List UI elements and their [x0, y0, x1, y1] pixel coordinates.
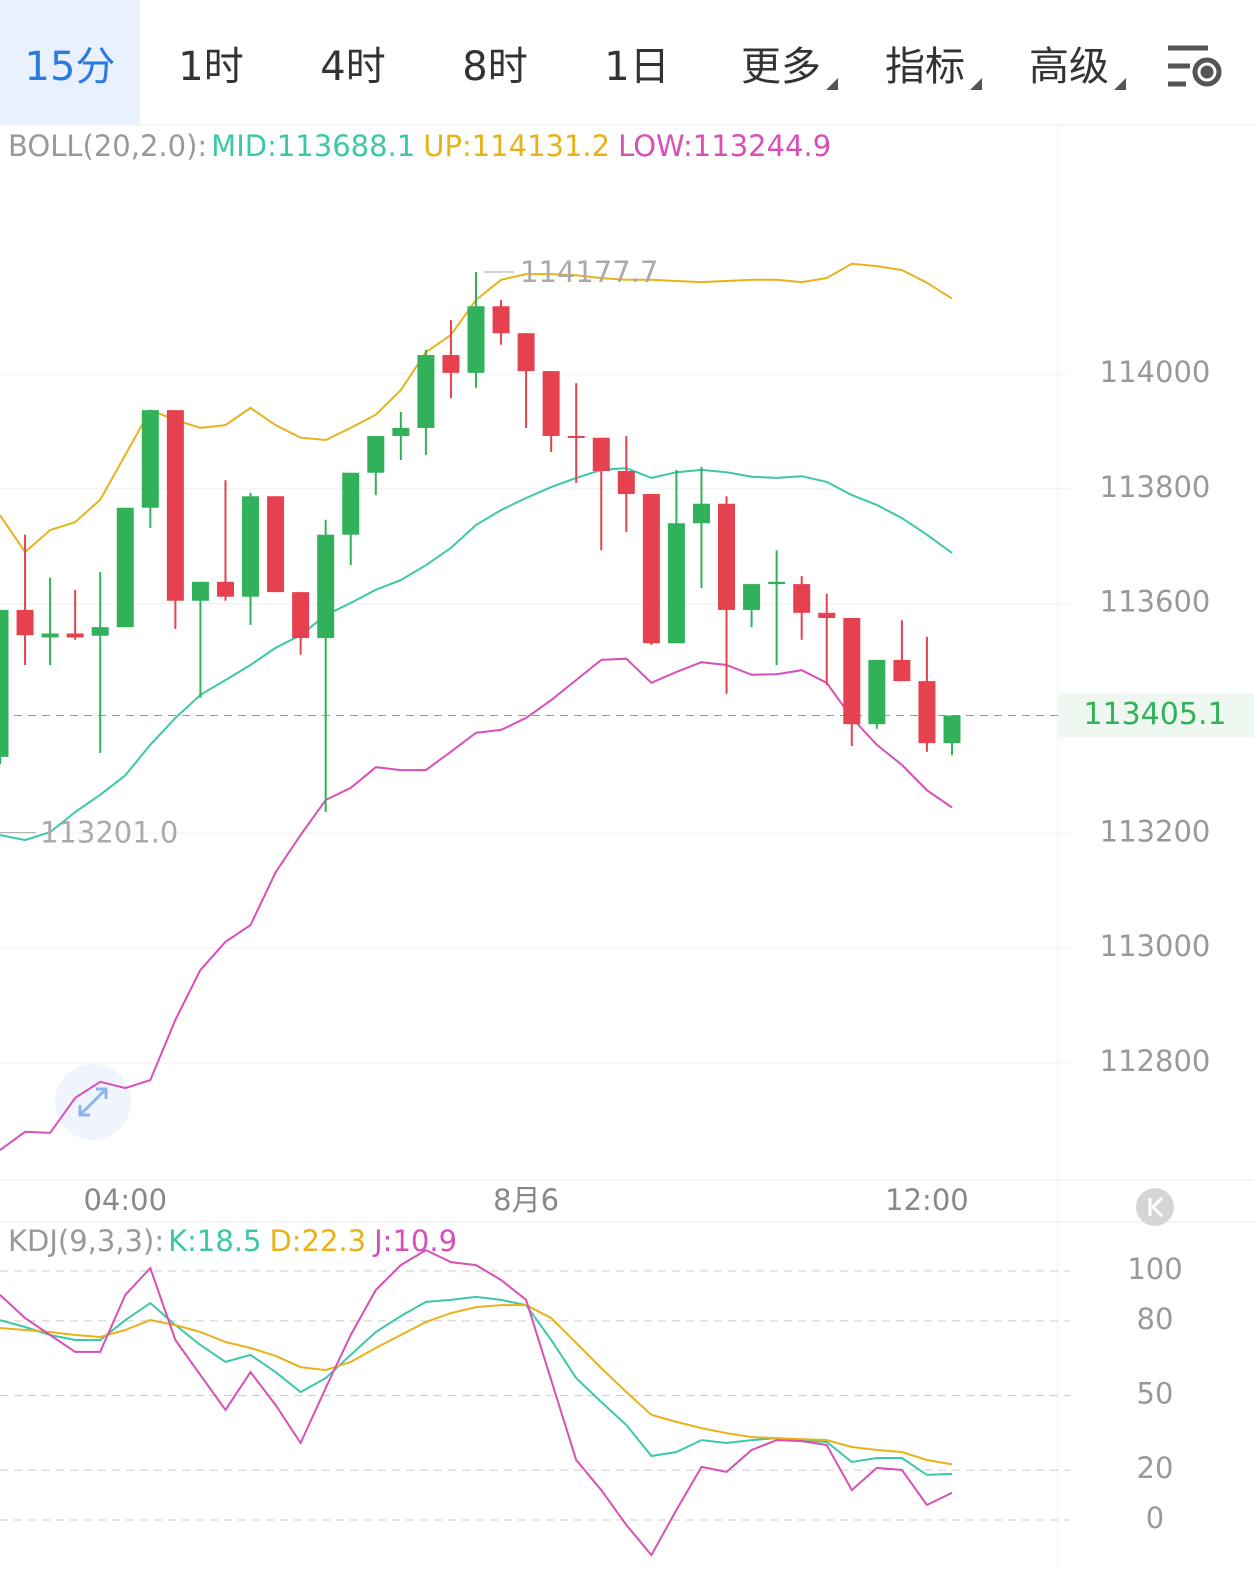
boll-line	[0, 467, 953, 842]
legend-item: UP:114131.2	[423, 129, 610, 163]
candle-body	[718, 503, 736, 610]
legend-item: K:18.5	[168, 1224, 261, 1258]
kdj-line	[0, 1304, 953, 1466]
dropdown-caret	[826, 78, 838, 90]
candle-body	[216, 581, 234, 597]
candle-body	[743, 584, 761, 610]
dropdown-caret	[970, 78, 982, 90]
candle-body	[0, 609, 9, 757]
candle-body	[893, 659, 911, 682]
candle-body	[467, 306, 485, 373]
timeframe-tab[interactable]: 1时	[178, 44, 244, 90]
indicator-label: KDJ(9,3,3):	[8, 1224, 164, 1258]
candle-body	[166, 410, 184, 601]
kdj-legend: KDJ(9,3,3): K:18.5 D:22.3 J:10.9	[8, 1224, 457, 1258]
x-tick-label: 8月6	[493, 1183, 559, 1217]
y-tick-label: 20	[1137, 1451, 1174, 1485]
candle-body	[918, 681, 936, 744]
y-tick-label: 50	[1137, 1376, 1174, 1410]
expand-button[interactable]	[55, 1064, 131, 1140]
candle-body	[793, 584, 811, 613]
boll-line	[0, 657, 953, 1151]
button-icon	[1148, 1196, 1164, 1218]
y-tick-label: 100	[1127, 1252, 1182, 1286]
legend-item: MID:113688.1	[211, 129, 415, 163]
candle-body	[66, 633, 84, 638]
expand-icon	[78, 1087, 108, 1117]
candle-body	[567, 435, 585, 438]
candle-body	[667, 523, 685, 644]
candle-body	[642, 493, 660, 644]
candle-body	[442, 355, 460, 373]
last-price-box	[1058, 693, 1254, 738]
candle-body	[542, 371, 560, 436]
candle-body	[392, 427, 410, 436]
candle-body	[768, 581, 786, 585]
icon-gear	[1192, 57, 1222, 87]
candle-body	[317, 534, 335, 639]
y-tick-label: 0	[1146, 1501, 1164, 1535]
timeframe-tab[interactable]: 指标	[885, 44, 965, 90]
candle-body	[367, 435, 385, 473]
candle-body	[868, 659, 886, 725]
candle-body	[191, 581, 209, 601]
timeframe-tab[interactable]: 4时	[320, 44, 386, 90]
candle-body	[141, 410, 159, 508]
candle-body	[16, 609, 34, 636]
candle-body	[116, 507, 134, 628]
candle-body	[292, 592, 310, 639]
timeframe-tab[interactable]: 15分	[0, 0, 140, 125]
legend-item: J:10.9	[372, 1224, 457, 1258]
candle-body	[818, 612, 836, 618]
high-marker-label: 114177.7	[520, 255, 658, 289]
icon-gear	[1200, 65, 1214, 79]
dropdown-caret	[1114, 78, 1126, 90]
indicator-label: BOLL(20,2.0):	[8, 129, 207, 163]
candle-body	[517, 333, 535, 372]
candle-body	[417, 355, 435, 428]
candle-body	[692, 503, 710, 524]
y-tick-label: 113200	[1100, 814, 1211, 848]
candle-body	[342, 472, 360, 535]
candle-body	[91, 627, 109, 636]
y-tick-label: 113800	[1100, 470, 1211, 504]
y-tick-label: 113600	[1100, 585, 1211, 619]
kdj-line	[0, 1248, 953, 1557]
candle-body	[617, 471, 635, 494]
y-tick-label: 114000	[1100, 355, 1211, 389]
legend-item: LOW:113244.9	[618, 129, 831, 163]
scroll-latest-button[interactable]	[1136, 1188, 1174, 1226]
timeframe-tab[interactable]: 高级	[1029, 44, 1109, 90]
timeframe-tab[interactable]: 1日	[604, 44, 670, 90]
candle-body	[41, 633, 59, 638]
timeframe-tab[interactable]: 8时	[462, 44, 528, 90]
y-tick-label: 112800	[1100, 1044, 1211, 1078]
candle-body	[242, 496, 260, 597]
boll-legend: BOLL(20,2.0): MID:113688.1 UP:114131.2 LOW:…	[8, 129, 831, 163]
settings-icon[interactable]	[1168, 45, 1222, 87]
y-tick-label: 80	[1137, 1302, 1174, 1336]
y-tick-label: 113000	[1100, 929, 1211, 963]
x-tick-label: 04:00	[83, 1183, 167, 1217]
last-price-label: 113405.1	[1083, 697, 1226, 732]
timeframe-tab[interactable]: 更多	[741, 44, 821, 90]
x-tick-label: 12:00	[885, 1183, 969, 1217]
candle-body	[592, 437, 610, 472]
legend-item: D:22.3	[269, 1224, 366, 1258]
candle-body	[492, 306, 510, 334]
low-marker-label: 113201.0	[40, 816, 178, 850]
candle-body	[843, 617, 861, 725]
candle-body	[943, 715, 961, 744]
candle-body	[267, 496, 285, 593]
